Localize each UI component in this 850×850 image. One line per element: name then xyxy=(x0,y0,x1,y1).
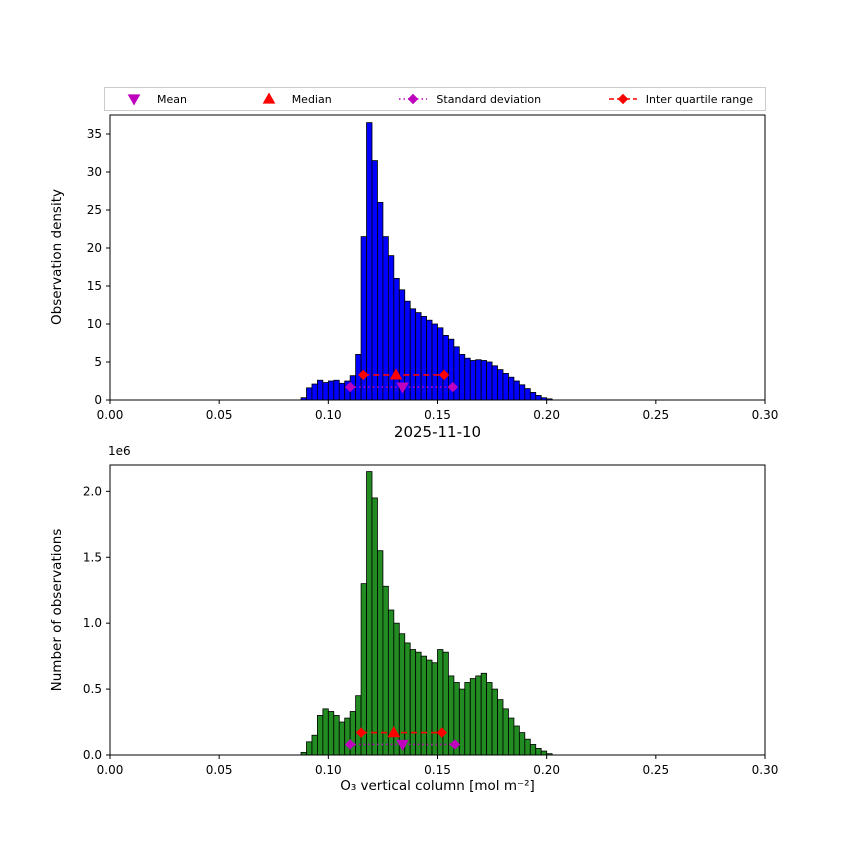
svg-text:0.0: 0.0 xyxy=(83,748,102,762)
median-marker-icon xyxy=(262,92,276,104)
svg-text:15: 15 xyxy=(87,279,102,293)
svg-text:0.10: 0.10 xyxy=(315,763,342,777)
legend-label-mean: Mean xyxy=(157,92,187,106)
svg-text:20: 20 xyxy=(87,241,102,255)
svg-text:0: 0 xyxy=(94,393,102,407)
svg-text:0.15: 0.15 xyxy=(424,408,451,422)
svg-text:0.30: 0.30 xyxy=(752,408,779,422)
svg-text:0.10: 0.10 xyxy=(315,408,342,422)
svg-text:0.30: 0.30 xyxy=(752,763,779,777)
x-axis-label: O₃ vertical column [mol m⁻²] xyxy=(340,778,535,794)
svg-text:35: 35 xyxy=(87,127,102,141)
plot-title: 2025-11-10 xyxy=(393,423,482,441)
legend-item-median: Median xyxy=(252,91,332,107)
svg-text:0.20: 0.20 xyxy=(533,763,560,777)
legend-item-standard-deviation: Standard deviation xyxy=(396,91,541,107)
svg-text:30: 30 xyxy=(87,165,102,179)
svg-text:0.00: 0.00 xyxy=(97,763,124,777)
legend-item-mean: Mean xyxy=(117,91,187,107)
svg-text:0.25: 0.25 xyxy=(642,763,669,777)
svg-text:0.05: 0.05 xyxy=(206,408,233,422)
y-axis-offset-label: 1e6 xyxy=(108,444,131,458)
svg-text:1.0: 1.0 xyxy=(83,616,102,630)
legend: Mean Median Standard deviation Inter qua… xyxy=(104,87,766,111)
inter-quartile-range-marker-icon xyxy=(608,93,637,105)
legend-label-standard-deviation: Standard deviation xyxy=(436,92,542,106)
svg-text:1.5: 1.5 xyxy=(83,550,102,564)
mean-marker-icon xyxy=(127,94,141,106)
svg-text:0.5: 0.5 xyxy=(83,682,102,696)
bottom-y-axis-label: Number of observations xyxy=(49,528,65,692)
svg-text:0.00: 0.00 xyxy=(97,408,124,422)
svg-text:2.0: 2.0 xyxy=(83,484,102,498)
svg-text:5: 5 xyxy=(94,355,102,369)
standard-deviation-marker-icon xyxy=(399,93,428,105)
svg-text:0.20: 0.20 xyxy=(533,408,560,422)
top-y-axis-label: Observation density xyxy=(49,189,65,325)
legend-item-inter-quartile-range: Inter quartile range xyxy=(606,91,753,107)
legend-label-median: Median xyxy=(291,92,332,106)
legend-label-inter-quartile-range: Inter quartile range xyxy=(645,92,753,106)
svg-text:0.05: 0.05 xyxy=(206,763,233,777)
svg-text:0.15: 0.15 xyxy=(424,763,451,777)
svg-text:10: 10 xyxy=(87,317,102,331)
svg-text:0.25: 0.25 xyxy=(642,408,669,422)
svg-text:25: 25 xyxy=(87,203,102,217)
